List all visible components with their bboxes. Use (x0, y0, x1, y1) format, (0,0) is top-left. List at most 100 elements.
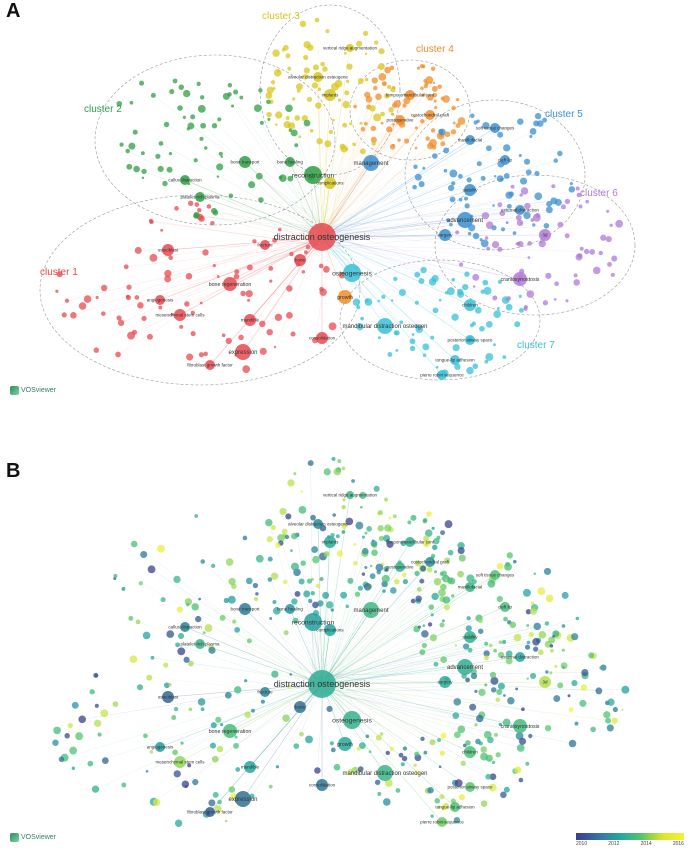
network-node (606, 724, 614, 732)
network-node (380, 111, 385, 117)
network-node (377, 791, 382, 797)
keyword-node (343, 711, 361, 729)
network-node (150, 92, 156, 98)
network-node (282, 44, 289, 51)
network-node (472, 232, 480, 240)
network-node (425, 136, 430, 141)
network-node (502, 718, 511, 727)
network-node (97, 732, 102, 737)
keyword-label: alveolar distraction osteogene (288, 522, 348, 527)
network-node (420, 266, 427, 274)
keyword-node (316, 332, 328, 344)
network-node (225, 337, 232, 345)
network-node (549, 671, 553, 675)
network-node (197, 207, 202, 213)
keyword-label: pierre robin sequence (420, 373, 464, 378)
network-node (579, 699, 587, 707)
network-node (358, 742, 366, 750)
keyword-label: postoperative (386, 565, 414, 570)
network-node (268, 784, 273, 789)
network-node (404, 138, 410, 144)
colorbar-tick: 2014 (640, 841, 652, 847)
network-node (434, 798, 440, 804)
network-node (285, 53, 291, 59)
keyword-node (180, 175, 190, 185)
network-node (430, 814, 434, 818)
keyword-label: bone healing (277, 160, 303, 165)
network-node (330, 747, 336, 753)
keyword-label: cleft lip (498, 158, 513, 163)
network-node (433, 99, 437, 103)
network-node (449, 222, 453, 227)
network-node (279, 507, 287, 516)
network-node (178, 84, 185, 90)
keyword-node (465, 335, 475, 345)
network-node (452, 121, 456, 125)
network-node (370, 125, 377, 132)
network-node (553, 158, 559, 163)
network-node (267, 556, 273, 562)
keyword-label: maxillofacial (458, 585, 483, 590)
year-colorbar: 2010 2012 2014 2016 (576, 833, 684, 847)
network-node (431, 153, 438, 159)
network-node (157, 544, 165, 553)
network-node (567, 694, 571, 698)
keyword-node (395, 115, 405, 125)
network-node (132, 129, 138, 135)
keyword-label: soft tissue changes (476, 126, 515, 131)
network-node (489, 671, 497, 679)
network-node (529, 672, 537, 679)
network-node (187, 763, 192, 768)
network-node (518, 153, 522, 158)
network-node (355, 521, 364, 530)
network-node (433, 661, 439, 667)
network-node (212, 264, 216, 268)
network-node (526, 677, 529, 680)
network-node (600, 234, 607, 241)
network-node (503, 786, 510, 793)
network-node (323, 468, 331, 476)
keyword-node (450, 802, 460, 812)
network-node (289, 251, 294, 257)
network-node (360, 126, 366, 132)
network-node (605, 717, 612, 724)
network-node (242, 535, 248, 541)
colorbar-tick: 2012 (608, 841, 620, 847)
network-node (75, 732, 84, 741)
keyword-node (285, 157, 295, 167)
network-node (303, 67, 310, 74)
network-node (100, 284, 108, 292)
keyword-node (457, 212, 473, 228)
network-node (267, 117, 271, 121)
network-node (385, 750, 390, 756)
network-node (399, 320, 404, 325)
network-node (522, 588, 531, 597)
network-node (223, 597, 229, 604)
network-node (485, 221, 494, 229)
network-node (141, 315, 147, 322)
network-node (116, 315, 122, 321)
network-node (233, 742, 240, 749)
network-node (373, 485, 380, 492)
network-node (361, 535, 365, 539)
network-node (606, 209, 610, 213)
network-node (472, 363, 479, 370)
network-node (444, 131, 451, 138)
network-node (125, 148, 130, 154)
network-node (562, 666, 565, 669)
network-node (427, 787, 434, 794)
network-node (210, 722, 217, 729)
network-node (462, 643, 470, 650)
network-node (343, 51, 347, 55)
network-node (55, 289, 59, 293)
network-node (376, 569, 382, 575)
network-node (211, 755, 219, 763)
keyword-node (244, 314, 256, 326)
keyword-node (437, 370, 447, 380)
network-node (274, 313, 283, 322)
network-node (253, 104, 262, 112)
network-node (71, 701, 79, 709)
network-node (420, 118, 425, 124)
network-node (538, 631, 547, 639)
network-node (377, 336, 381, 340)
